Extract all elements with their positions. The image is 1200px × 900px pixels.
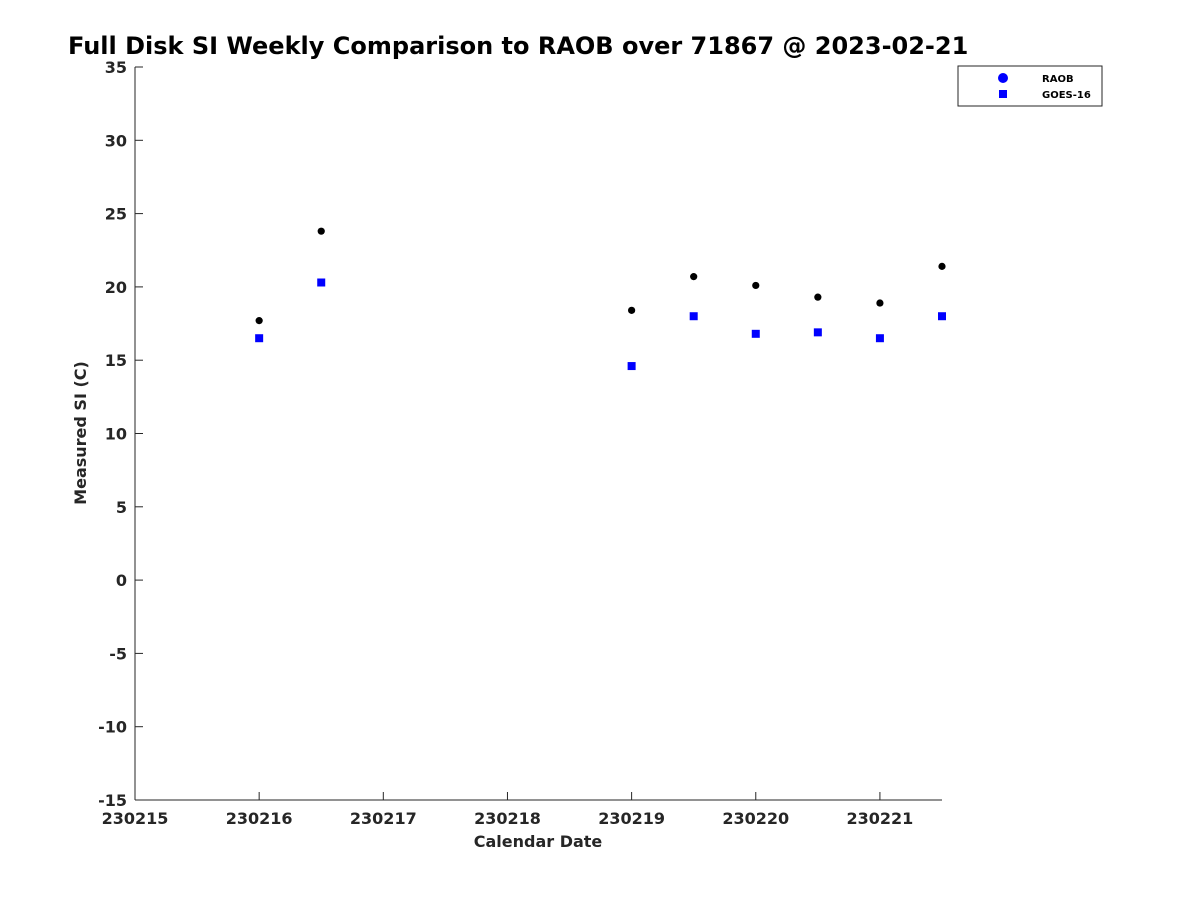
legend-label: GOES-16 xyxy=(1042,90,1091,101)
x-tick-label: 230215 xyxy=(102,809,169,828)
y-tick-label: 10 xyxy=(105,425,127,444)
y-tick-label: 30 xyxy=(105,131,127,150)
x-tick-label: 230216 xyxy=(226,809,293,828)
data-points xyxy=(255,227,946,371)
x-tick-label: 230221 xyxy=(847,809,914,828)
y-tick-label: 5 xyxy=(116,498,127,517)
raob-point xyxy=(814,293,822,301)
goes-16-point xyxy=(813,328,822,337)
y-tick-label: -5 xyxy=(109,644,127,663)
x-axis-label: Calendar Date xyxy=(474,832,603,851)
raob-point xyxy=(690,273,698,281)
y-tick-label: 15 xyxy=(105,351,127,370)
series-raob xyxy=(255,227,946,325)
goes-16-point xyxy=(627,362,636,371)
series-goes-16 xyxy=(255,278,946,371)
goes-16-point xyxy=(875,334,884,343)
y-tick-label: 20 xyxy=(105,278,127,297)
y-tick-label: 25 xyxy=(105,205,127,224)
raob-point xyxy=(938,262,946,270)
x-tick-label: 230218 xyxy=(474,809,541,828)
raob-point xyxy=(752,281,760,290)
x-tick-label: 230217 xyxy=(350,809,417,828)
raob-point xyxy=(628,306,636,314)
legend-label: RAOB xyxy=(1042,74,1074,85)
goes-16-point xyxy=(255,334,264,343)
y-tick-label: -10 xyxy=(98,718,127,737)
x-tick-label: 230220 xyxy=(722,809,789,828)
y-tick-label: 35 xyxy=(105,58,127,77)
legend-box xyxy=(957,65,1103,107)
y-tick-label: 0 xyxy=(116,571,127,590)
goes-16-point xyxy=(689,312,698,321)
y-tick-label: -15 xyxy=(98,791,127,810)
goes-16-point xyxy=(751,329,760,338)
legend-marker-raob xyxy=(998,73,1008,83)
chart-title: Full Disk SI Weekly Comparison to RAOB o… xyxy=(68,32,968,60)
y-axis-label: Measured SI (C) xyxy=(71,361,90,505)
raob-point xyxy=(255,317,263,325)
goes-16-point xyxy=(317,278,326,287)
goes-16-point xyxy=(938,312,946,321)
raob-point xyxy=(317,227,325,235)
x-tick-label: 230219 xyxy=(598,809,665,828)
legend-marker-goes-16 xyxy=(999,90,1007,98)
legend: RAOB GOES-16 xyxy=(957,65,1103,107)
raob-point xyxy=(876,299,884,307)
